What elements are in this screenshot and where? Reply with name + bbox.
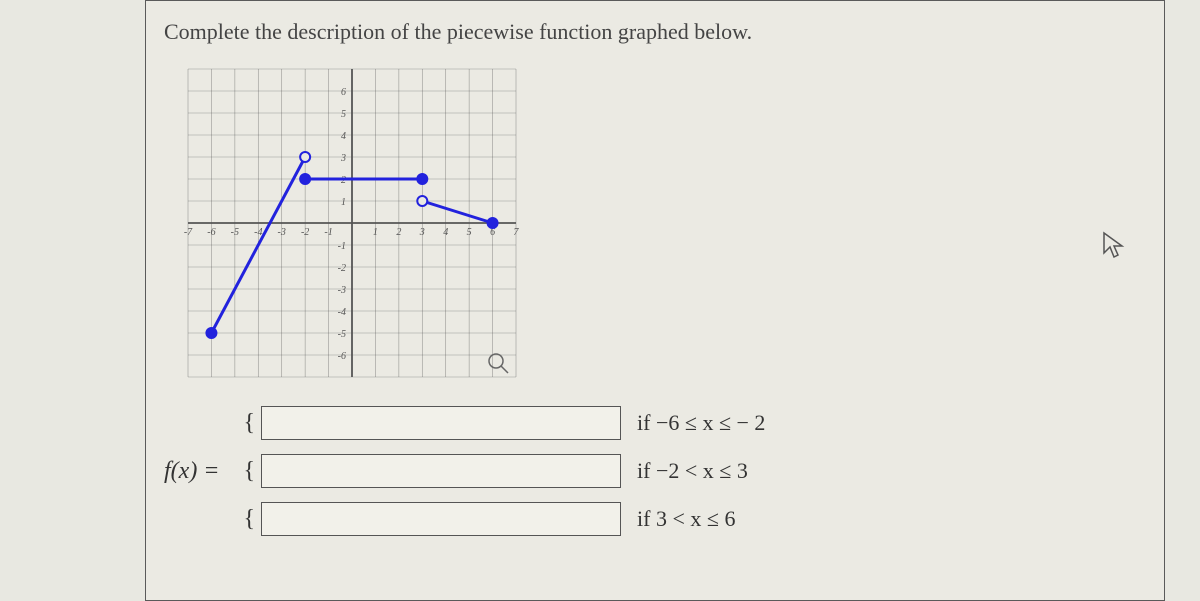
brace: { [244, 410, 256, 437]
svg-text:4: 4 [341, 131, 346, 142]
svg-text:3: 3 [340, 153, 346, 164]
piece-condition: if 3 < x ≤ 6 [637, 506, 735, 532]
svg-text:-6: -6 [338, 351, 346, 362]
worksheet-panel: Complete the description of the piecewis… [145, 0, 1165, 601]
piecewise-graph: -7-6-5-4-3-2-11234567-6-5-4-3-2-1123456 [182, 63, 522, 383]
svg-text:-1: -1 [324, 227, 332, 238]
svg-text:-3: -3 [278, 227, 286, 238]
answer-row: { if −6 ≤ x ≤ − 2 [244, 406, 766, 440]
svg-text:-5: -5 [231, 227, 239, 238]
svg-text:-1: -1 [338, 241, 346, 252]
svg-text:1: 1 [373, 227, 378, 238]
function-label: f(x) = [164, 458, 220, 485]
answer-rows: { if −6 ≤ x ≤ − 2 { if −2 < x ≤ 3 { if 3 < x … [244, 406, 766, 536]
svg-text:4: 4 [443, 227, 448, 238]
svg-text:5: 5 [467, 227, 472, 238]
piece-condition: if −2 < x ≤ 3 [637, 458, 748, 484]
svg-text:-7: -7 [184, 227, 193, 238]
svg-text:-6: -6 [207, 227, 215, 238]
svg-text:-3: -3 [338, 285, 346, 296]
piece-expression-input[interactable] [261, 406, 621, 440]
brace: { [244, 506, 256, 533]
answer-rows-wrap: { if −6 ≤ x ≤ − 2 { if −2 < x ≤ 3 { if 3 < x … [244, 406, 766, 536]
piece-expression-input[interactable] [261, 502, 621, 536]
svg-text:-4: -4 [338, 307, 346, 318]
svg-text:3: 3 [419, 227, 425, 238]
svg-text:-2: -2 [301, 227, 309, 238]
svg-text:6: 6 [341, 87, 346, 98]
answer-row: { if −2 < x ≤ 3 [244, 454, 766, 488]
svg-text:-2: -2 [338, 263, 346, 274]
svg-text:-5: -5 [338, 329, 346, 340]
svg-text:2: 2 [396, 227, 401, 238]
piece-condition: if −6 ≤ x ≤ − 2 [637, 410, 765, 436]
question-text: Complete the description of the piecewis… [164, 19, 1124, 45]
piece-expression-input[interactable] [261, 454, 621, 488]
svg-text:7: 7 [514, 227, 520, 238]
cursor-arrow-icon [1100, 231, 1128, 259]
answer-area: f(x) = { if −6 ≤ x ≤ − 2 { if −2 < x ≤ 3 { if… [164, 406, 1124, 536]
svg-text:1: 1 [341, 197, 346, 208]
brace: { [244, 458, 256, 485]
answer-row: { if 3 < x ≤ 6 [244, 502, 766, 536]
svg-text:5: 5 [341, 109, 346, 120]
